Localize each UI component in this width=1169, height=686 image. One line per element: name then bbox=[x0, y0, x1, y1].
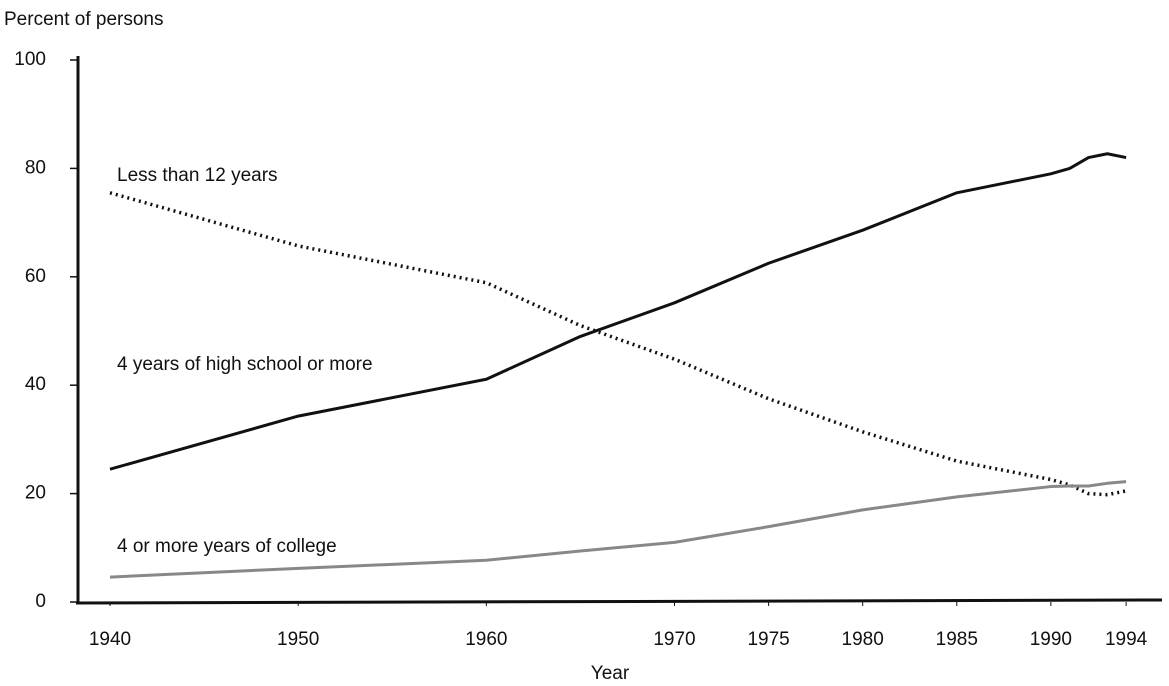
x-tick-label: 1985 bbox=[936, 629, 978, 650]
x-tick-label: 1980 bbox=[842, 629, 884, 650]
y-axis-label: Percent of persons bbox=[4, 9, 163, 30]
y-tick-label: 100 bbox=[14, 49, 46, 70]
series-line bbox=[109, 191, 1127, 497]
x-tick-label: 1994 bbox=[1105, 629, 1148, 650]
y-tick-label: 80 bbox=[25, 157, 46, 178]
x-tick-label: 1940 bbox=[89, 629, 131, 650]
x-tick-label: 1975 bbox=[747, 629, 789, 650]
y-tick-label: 40 bbox=[25, 374, 46, 395]
x-axis-label: Year bbox=[591, 663, 630, 684]
series-label: Less than 12 years bbox=[117, 165, 278, 186]
series-label: 4 or more years of college bbox=[117, 536, 337, 557]
y-tick-label: 60 bbox=[25, 266, 46, 287]
series-line bbox=[109, 152, 1127, 471]
x-tick-label: 1950 bbox=[277, 629, 319, 650]
y-tick-label: 20 bbox=[25, 483, 46, 504]
x-tick-label: 1960 bbox=[465, 629, 507, 650]
series-label: 4 years of high school or more bbox=[117, 354, 373, 375]
x-tick-label: 1990 bbox=[1030, 629, 1072, 650]
x-axis bbox=[75, 598, 1163, 605]
y-tick-label: 0 bbox=[35, 591, 46, 612]
series-line bbox=[109, 480, 1127, 579]
x-tick-label: 1970 bbox=[653, 629, 695, 650]
